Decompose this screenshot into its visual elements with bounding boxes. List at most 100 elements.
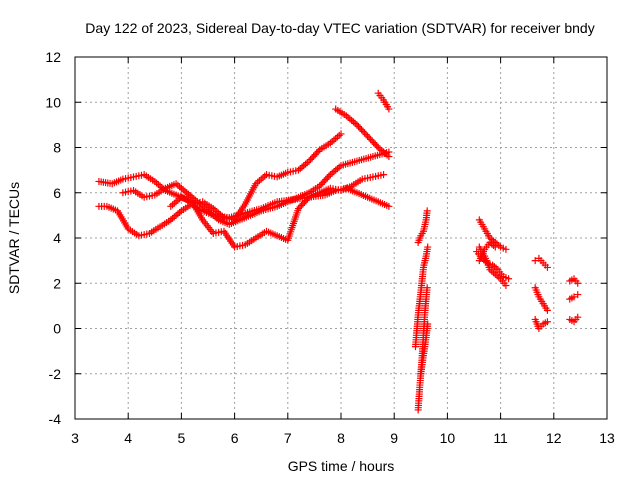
data-point (354, 122, 362, 130)
data-point (304, 195, 312, 203)
data-point (362, 131, 370, 139)
data-point (371, 140, 379, 148)
data-point (570, 293, 578, 301)
data-point (325, 172, 333, 180)
data-point (356, 124, 364, 132)
series-track-b (95, 130, 345, 240)
data-point (574, 279, 582, 287)
data-point (297, 201, 305, 209)
grid (75, 57, 607, 419)
x-tick-label: 11 (493, 430, 508, 446)
y-tick-label: 6 (53, 185, 61, 201)
data-point (314, 147, 322, 155)
data-point (423, 284, 431, 292)
data-point (313, 149, 321, 157)
data-point (423, 207, 431, 215)
x-tick-label: 10 (440, 430, 456, 446)
chart-title: Day 122 of 2023, Sidereal Day-to-day VTE… (85, 20, 594, 36)
data-point (385, 153, 393, 161)
y-tick-label: -4 (49, 411, 62, 427)
data-point (502, 245, 510, 253)
series-track-i (411, 243, 432, 351)
axis-ticks (74, 56, 608, 420)
data-point (311, 151, 319, 159)
series-track-q (531, 315, 551, 332)
y-tick-label: 0 (53, 321, 61, 337)
data-point (543, 318, 551, 326)
data-point (310, 152, 318, 160)
series-track-r (566, 275, 582, 287)
data-point (353, 121, 361, 129)
data-point (370, 139, 378, 147)
data-point (322, 175, 330, 183)
y-axis-title: SDTVAR / TECUs (6, 182, 22, 294)
data-point (365, 134, 373, 142)
series-track-f (374, 89, 393, 113)
data-point (307, 155, 315, 163)
series-track-e (332, 105, 393, 161)
data-point (296, 203, 304, 211)
x-tick-label: 9 (390, 430, 398, 446)
data-point (424, 243, 432, 251)
x-tick-label: 3 (71, 430, 79, 446)
series-track-o (531, 254, 551, 271)
data-point (337, 130, 345, 138)
x-axis-tick-labels: 3 4 5 6 7 8 9 10 11 12 13 (71, 430, 615, 446)
data-point (574, 291, 582, 299)
data-point (299, 200, 307, 208)
y-axis-tick-labels: -4 -2 0 2 4 6 8 10 12 (45, 49, 61, 427)
series-track-j (417, 320, 432, 378)
y-tick-label: 4 (53, 230, 61, 246)
series-track-p (531, 284, 551, 314)
series-track-g (414, 207, 431, 247)
data-point (359, 127, 367, 135)
data-point (543, 306, 551, 314)
data-point (323, 174, 331, 182)
data-point (502, 282, 510, 290)
data-point (305, 157, 313, 165)
data-point (361, 129, 369, 137)
x-tick-label: 5 (178, 430, 186, 446)
y-tick-label: 8 (53, 140, 61, 156)
data-point (302, 197, 310, 205)
x-tick-label: 4 (124, 430, 132, 446)
data-point (424, 320, 432, 328)
x-tick-label: 7 (284, 430, 292, 446)
series-track-s (566, 291, 582, 303)
series-track-d (167, 171, 388, 251)
data-point (316, 182, 324, 190)
series-track-c (119, 148, 393, 228)
data-point (364, 132, 372, 140)
y-tick-label: 2 (53, 275, 61, 291)
data-point (358, 126, 366, 134)
data-point (505, 275, 513, 283)
data-point (531, 257, 539, 265)
series-track-n (475, 239, 499, 265)
y-tick-label: -2 (49, 366, 62, 382)
data-point (294, 205, 302, 213)
data-point (301, 198, 309, 206)
y-tick-label: 10 (45, 94, 61, 110)
x-axis-title: GPS time / hours (288, 458, 395, 474)
x-tick-label: 8 (337, 430, 345, 446)
data-point (308, 154, 316, 162)
y-tick-label: 12 (45, 49, 61, 65)
data-point (543, 263, 551, 271)
x-tick-label: 6 (231, 430, 239, 446)
data-point (385, 202, 393, 210)
data-point (368, 137, 376, 145)
data-point (380, 171, 388, 179)
data-point (574, 313, 582, 321)
series-track-t (566, 313, 582, 326)
x-tick-label: 13 (599, 430, 615, 446)
data-point (320, 177, 328, 185)
data-point (385, 105, 393, 113)
data-point (317, 180, 325, 188)
data-points (95, 89, 582, 414)
data-point (367, 135, 375, 143)
data-point (373, 142, 381, 150)
series-track-l (473, 248, 513, 283)
data-point (491, 243, 499, 251)
x-tick-label: 12 (546, 430, 562, 446)
